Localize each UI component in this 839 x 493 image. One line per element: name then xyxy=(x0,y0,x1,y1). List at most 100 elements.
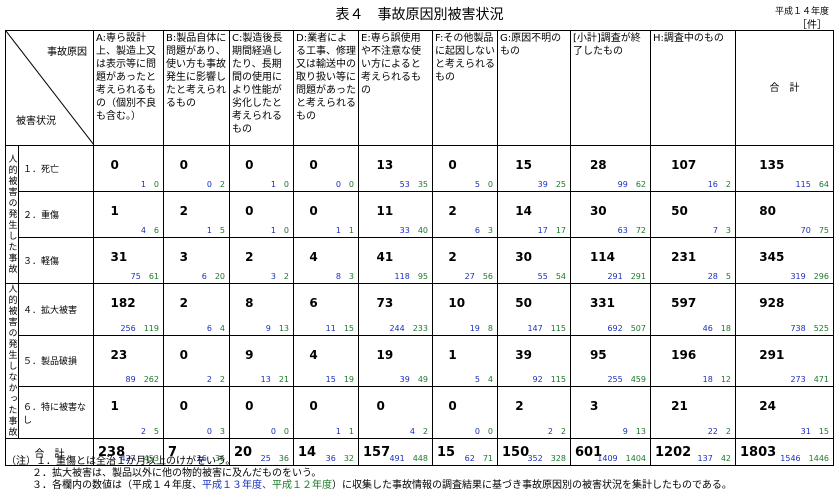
value-prior: 1409 1404 xyxy=(589,454,646,463)
value-fy14: 1 xyxy=(448,347,457,362)
row-label: ２．重傷 xyxy=(18,191,94,238)
value-fy12: 56 xyxy=(482,272,493,281)
value-fy12: 3 xyxy=(348,272,354,281)
value-fy13: 99 xyxy=(617,180,628,189)
value-prior: 36 32 xyxy=(318,454,354,463)
value-prior: 63 72 xyxy=(610,226,646,235)
value-fy13: 33 xyxy=(399,226,410,235)
value-fy13: 55 xyxy=(537,272,548,281)
value-fy12: 13 xyxy=(278,323,289,333)
value-cell: 331 692 507 xyxy=(570,283,651,336)
value-fy14: 0 xyxy=(376,399,385,414)
value-fy12: 19 xyxy=(343,375,354,385)
column-header: G:原因不明のもの xyxy=(497,30,571,146)
corner-top: 事故原因 xyxy=(47,47,87,58)
value-cell: 9 13 21 xyxy=(229,334,294,388)
value-cell: 23 89 262 xyxy=(93,334,164,388)
value-prior: 28 5 xyxy=(700,272,731,281)
row-label: ５．製品破損 xyxy=(18,334,94,388)
value-fy12: 0 xyxy=(487,180,493,189)
value-cell: 3 6 20 xyxy=(163,237,230,284)
value-fy14: 39 xyxy=(515,347,532,362)
corner-cell: 事故原因 被害状況 xyxy=(5,30,94,146)
value-prior: 9 13 xyxy=(258,324,289,333)
value-fy14: 0 xyxy=(309,158,318,172)
table: 事故原因 被害状況 A:専ら設計上、製造上又は表示等に問題があったと考えられるも… xyxy=(5,30,834,466)
fiscal-year: 平成１４年度 xyxy=(774,7,829,17)
value-fy12: 62 xyxy=(635,180,646,189)
value-fy14: 95 xyxy=(589,347,607,362)
value-fy14: 114 xyxy=(589,250,616,264)
value-fy13: 491 xyxy=(389,454,405,463)
value-fy14: 73 xyxy=(376,296,394,310)
value-fy13: 2 xyxy=(547,427,553,436)
value-fy12: 32 xyxy=(343,454,354,463)
value-prior: 22 2 xyxy=(700,427,731,436)
value-fy12: 115 xyxy=(550,323,566,333)
column-header: C:製造後長期間経過したり、長期間の使用により性能が劣化したと考えられるもの xyxy=(229,30,294,146)
value-fy12: 8 xyxy=(487,323,493,333)
value-fy12: 3 xyxy=(725,226,731,235)
value-fy12: 40 xyxy=(417,226,428,235)
value-prior: 273 471 xyxy=(782,375,829,384)
value-fy12: 0 xyxy=(283,427,289,436)
value-fy13: 9 xyxy=(622,427,628,436)
value-cell: 15 62 71 xyxy=(432,438,498,466)
value-fy13: 13 xyxy=(260,375,271,385)
value-prior: 244 233 xyxy=(381,324,428,333)
value-cell: 14 17 17 xyxy=(497,191,571,238)
value-fy14: 150 xyxy=(502,445,530,460)
value-fy14: 291 xyxy=(759,347,785,362)
value-prior: 55 54 xyxy=(530,272,566,281)
value-fy14: 2 xyxy=(179,296,188,310)
value-fy14: 2 xyxy=(448,250,457,264)
value-cell: 601 1409 1404 xyxy=(570,438,651,466)
value-cell: 114 291 291 xyxy=(570,237,651,284)
value-prior: 75 61 xyxy=(123,272,159,281)
value-fy12: 13 xyxy=(635,427,646,436)
value-prior: 491 448 xyxy=(381,454,428,463)
value-prior: 39 25 xyxy=(530,180,566,189)
value-prior: 31 15 xyxy=(793,427,829,436)
value-cell: 20 25 36 xyxy=(229,438,294,466)
value-cell: 80 70 75 xyxy=(735,191,834,238)
value-prior: 17 17 xyxy=(530,226,566,235)
value-fy14: 30 xyxy=(515,250,532,264)
value-fy12: 291 xyxy=(630,272,646,281)
value-fy13: 16 xyxy=(196,454,207,463)
value-fy13: 692 xyxy=(607,323,623,333)
value-fy14: 50 xyxy=(515,296,532,310)
value-cell: 7 16 36 xyxy=(163,438,230,466)
value-fy13: 19 xyxy=(469,323,480,333)
group-label: 人的被害の発生しなかった事故 xyxy=(5,283,19,439)
value-prior: 25 36 xyxy=(253,454,289,463)
value-fy12: 64 xyxy=(818,180,829,189)
value-fy13: 0 xyxy=(270,427,276,436)
value-fy12: 36 xyxy=(214,454,225,463)
value-fy14: 4 xyxy=(309,347,318,362)
value-fy14: 28 xyxy=(589,158,607,172)
column-header: F:その他製品に起因しないと考えられるもの xyxy=(432,30,498,146)
row: ６．特に被害なし 1 2 5 0 0 3 0 0 0 0 1 1 0 4 2 0 0 0 2 2 2 3 9 13 21 22 2 24… xyxy=(6,386,834,439)
value-fy12: 6 xyxy=(153,226,159,235)
value-prior: 319 296 xyxy=(782,272,829,281)
value-fy14: 601 xyxy=(575,445,603,460)
value-fy13: 115 xyxy=(795,180,811,189)
value-prior: 352 328 xyxy=(519,454,566,463)
value-fy14: 41 xyxy=(376,250,394,264)
value-prior: 53 35 xyxy=(392,180,428,189)
value-fy13: 291 xyxy=(607,272,623,281)
